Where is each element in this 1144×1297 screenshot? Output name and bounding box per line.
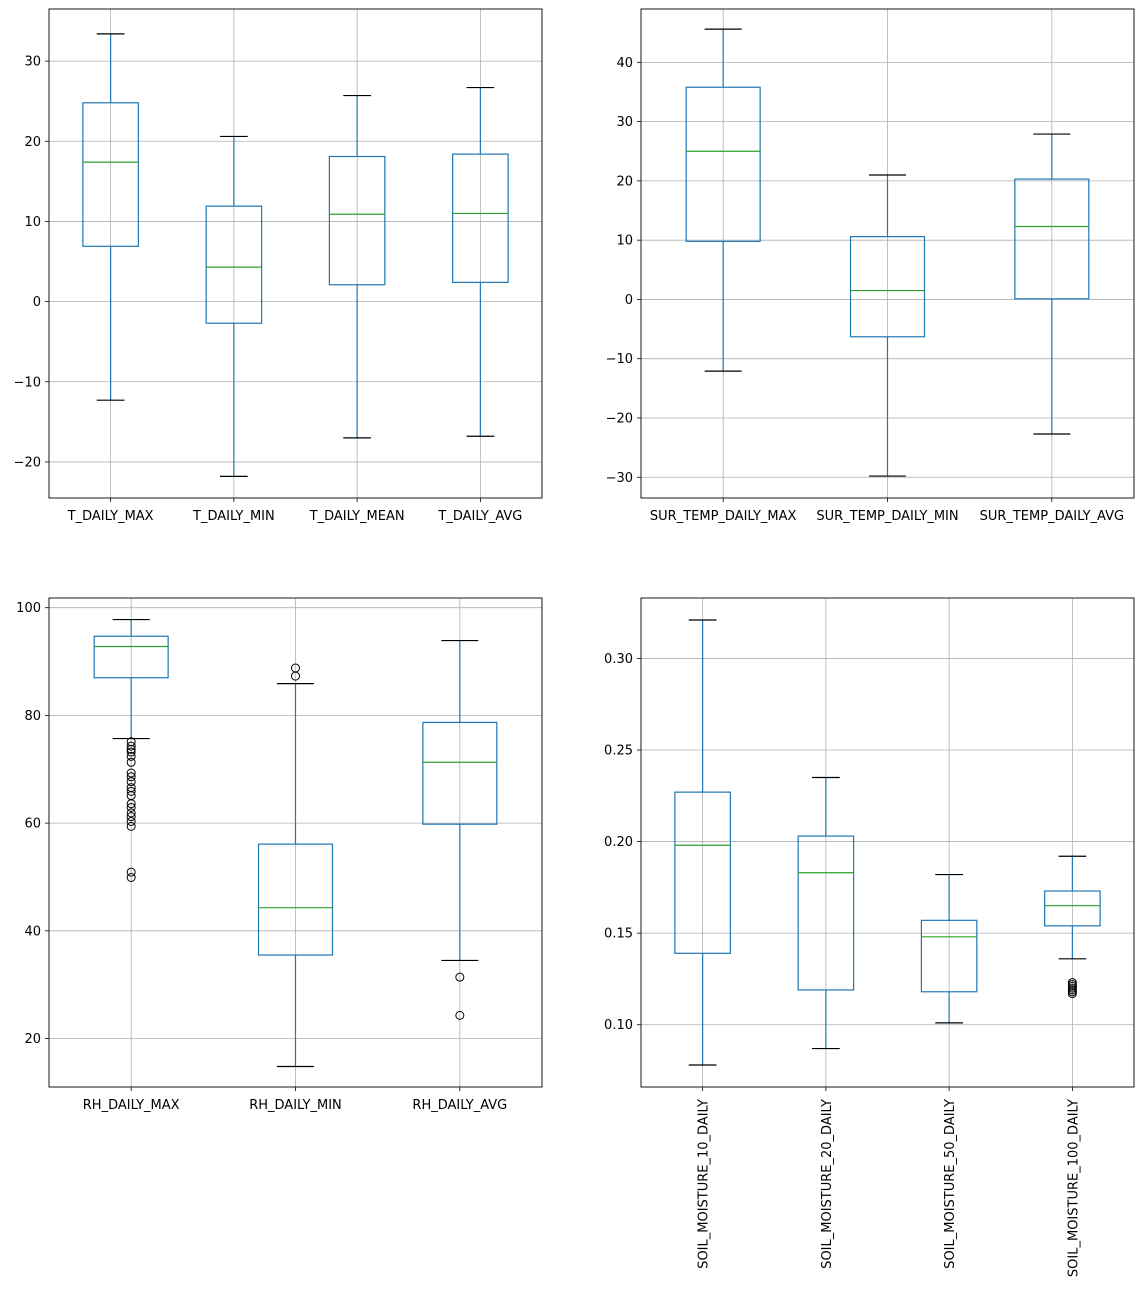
outlier-point — [1067, 989, 1077, 999]
y-tick-label: 0.20 — [604, 835, 633, 850]
y-tick-label: 0 — [625, 293, 633, 308]
y-tick-label: 0.10 — [604, 1018, 633, 1033]
y-tick-label: 60 — [24, 817, 41, 832]
y-tick-label: 20 — [24, 1032, 41, 1047]
box-sur-temp-daily-min — [849, 174, 926, 477]
x-tick-label: T_DAILY_MIN — [192, 509, 275, 524]
axes-frame — [48, 8, 543, 499]
box-iqr — [1014, 178, 1090, 300]
subplot-3: 20 40 60 80 100 RH_DAILY_MAX RH_DAILY_MIN RH_DA… — [16, 597, 543, 1113]
box-iqr — [205, 205, 263, 324]
x-tick-label: T_DAILY_AVG — [437, 509, 522, 524]
y-tick-label: 0.30 — [604, 652, 633, 667]
x-tick-label: SUR_TEMP_DAILY_MIN — [816, 509, 958, 524]
axes-frame — [640, 8, 1135, 499]
subplot-1: −20 −10 0 10 20 30 T_DAILY_MAX T_DAILY_MIN T_DAI… — [14, 8, 543, 524]
y-tick-label: 100 — [16, 601, 41, 616]
box-iqr — [452, 153, 509, 283]
box-iqr — [797, 835, 855, 991]
outlier-point — [126, 802, 136, 812]
outlier-point — [126, 777, 136, 787]
y-tick-label: −20 — [14, 455, 41, 470]
outlier-point — [291, 663, 300, 673]
box-iqr — [257, 843, 334, 956]
outlier-point — [126, 808, 136, 818]
box-iqr — [674, 791, 731, 954]
box-iqr — [920, 919, 978, 993]
y-tick-label: −30 — [606, 471, 633, 486]
y-tick-label: −10 — [14, 375, 41, 390]
box-t-daily-min — [205, 135, 263, 477]
x-tick-label: SUR_TEMP_DAILY_MAX — [650, 509, 797, 524]
box-iqr — [1044, 890, 1101, 927]
outlier-point — [126, 747, 136, 757]
outlier-point — [126, 821, 136, 831]
y-tick-label: 30 — [616, 115, 633, 130]
y-tick-label: 30 — [24, 55, 41, 70]
box-iqr — [328, 155, 386, 286]
x-tick-label: T_DAILY_MAX — [67, 509, 154, 524]
outlier-point — [126, 751, 136, 761]
box-soil-moisture-50-daily — [920, 873, 978, 1024]
box-t-daily-max — [82, 33, 139, 401]
y-tick-label: −10 — [606, 352, 633, 367]
box-rh-daily-avg — [422, 639, 498, 1020]
outlier-point — [126, 741, 136, 751]
box-rh-daily-min — [257, 663, 334, 1068]
y-tick-label: 20 — [24, 135, 41, 150]
box-sur-temp-daily-max — [685, 28, 761, 372]
y-tick-label: 40 — [24, 924, 41, 939]
box-soil-moisture-10-daily — [674, 619, 731, 1066]
y-tick-label: −20 — [606, 411, 633, 426]
y-tick-label: 0.15 — [604, 927, 633, 942]
subplot-2: −30 −20 −10 0 10 20 30 40 SUR_TEMP_DAILY_MAX SUR_… — [606, 8, 1135, 524]
outlier-point — [126, 799, 136, 809]
outlier-point — [126, 816, 136, 826]
box-t-daily-mean — [328, 94, 386, 439]
subplot-4: 0.10 0.15 0.20 0.25 0.30 SOIL_MOISTURE_10_DAI… — [604, 597, 1135, 1277]
box-sur-temp-daily-avg — [1014, 133, 1090, 435]
y-tick-label: 80 — [24, 709, 41, 724]
outlier-point — [126, 744, 136, 754]
box-iqr — [685, 86, 761, 242]
outlier-point — [126, 786, 136, 796]
x-tick-label: SOIL_MOISTURE_10_DAILY — [697, 1099, 712, 1269]
x-tick-label: T_DAILY_MEAN — [309, 509, 405, 524]
y-tick-label: 0 — [33, 295, 41, 310]
outlier-point — [455, 972, 465, 982]
outlier-point — [126, 873, 136, 883]
box-t-daily-avg — [452, 86, 509, 437]
x-tick-label: SUR_TEMP_DAILY_AVG — [980, 509, 1125, 524]
box-iqr — [422, 721, 498, 825]
x-tick-label: SOIL_MOISTURE_100_DAILY — [1066, 1099, 1081, 1277]
y-tick-label: 0.25 — [604, 744, 633, 759]
box-iqr — [849, 236, 926, 338]
outlier-point — [455, 1010, 465, 1020]
outlier-point — [126, 772, 136, 782]
x-tick-label: RH_DAILY_MIN — [249, 1098, 342, 1113]
x-tick-label: SOIL_MOISTURE_20_DAILY — [820, 1099, 835, 1269]
box-iqr — [93, 635, 169, 679]
axes-frame — [48, 597, 543, 1088]
y-tick-label: 10 — [24, 215, 41, 230]
x-tick-label: RH_DAILY_AVG — [412, 1098, 507, 1113]
outlier-point — [126, 757, 136, 767]
box-soil-moisture-20-daily — [797, 776, 855, 1050]
box-rh-daily-max — [93, 618, 169, 883]
axes-frame — [640, 597, 1135, 1088]
box-iqr — [82, 102, 139, 247]
y-tick-label: 20 — [616, 174, 633, 189]
x-tick-label: SOIL_MOISTURE_50_DAILY — [943, 1099, 958, 1269]
y-tick-label: 40 — [616, 56, 633, 71]
x-tick-label: RH_DAILY_MAX — [83, 1098, 180, 1113]
outlier-point — [126, 812, 136, 822]
y-tick-label: 10 — [616, 234, 633, 249]
outlier-point — [126, 768, 136, 778]
outlier-point — [126, 867, 136, 877]
box-soil-moisture-100-daily — [1044, 855, 1101, 999]
